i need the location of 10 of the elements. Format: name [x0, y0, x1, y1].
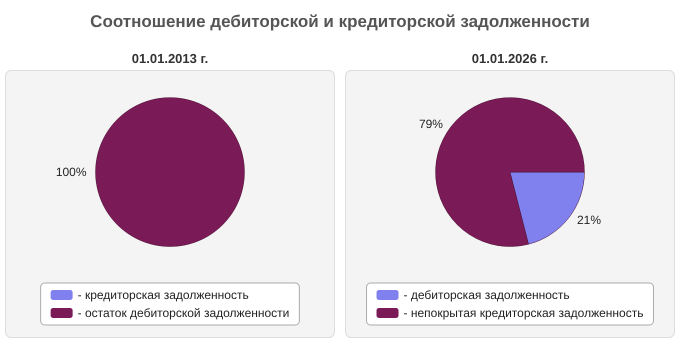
chart-subtitle: 01.01.2026 г. [470, 50, 550, 68]
legend-label: - дебиторская задолженность [404, 288, 570, 302]
data-label: 21% [577, 213, 602, 228]
chart-subtitle: 01.01.2013 г. [130, 50, 210, 68]
data-label: 79% [418, 116, 444, 131]
legend-label: - кредиторская задолженность [78, 288, 249, 302]
text: Соотношение дебиторской и кредиторской задолженности [89, 11, 591, 33]
legend-label: - остаток дебиторской задолженности [78, 306, 290, 320]
data-label: 100% [56, 165, 87, 180]
legend-label: - непокрытая кредиторская задолженность [404, 306, 644, 320]
